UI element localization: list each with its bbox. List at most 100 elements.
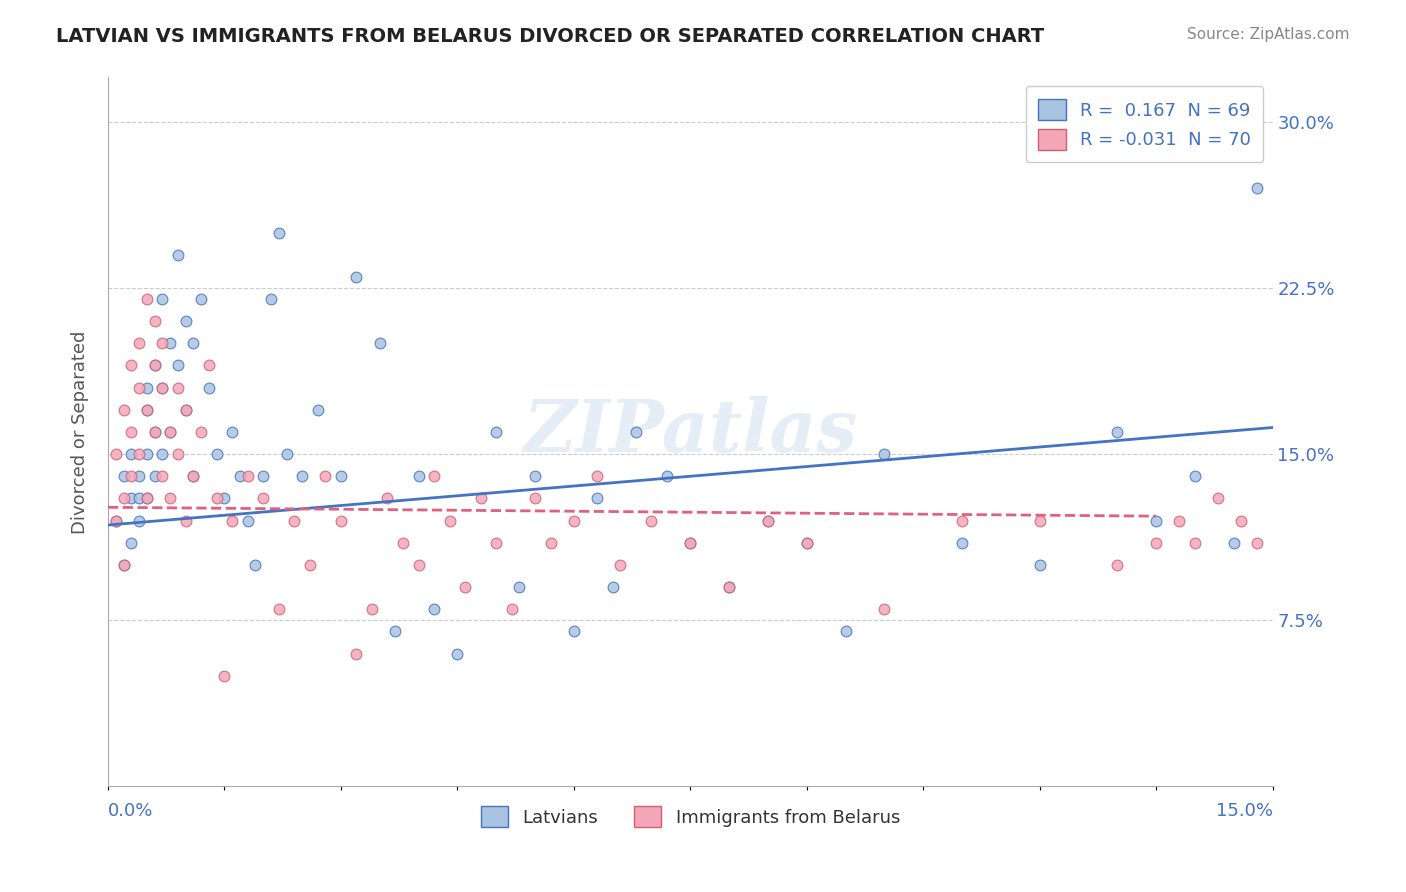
Point xyxy=(1246,181,1268,195)
Point xyxy=(143,359,166,373)
Point xyxy=(221,514,243,528)
Point xyxy=(236,469,259,483)
Point xyxy=(624,425,647,439)
Point xyxy=(128,469,150,483)
Point xyxy=(143,425,166,439)
Text: LATVIAN VS IMMIGRANTS FROM BELARUS DIVORCED OR SEPARATED CORRELATION CHART: LATVIAN VS IMMIGRANTS FROM BELARUS DIVOR… xyxy=(56,27,1045,45)
Point xyxy=(135,402,157,417)
Point xyxy=(1184,535,1206,549)
Point xyxy=(143,425,166,439)
Point xyxy=(1028,558,1050,572)
Point xyxy=(150,469,173,483)
Point xyxy=(120,447,142,461)
Point xyxy=(446,647,468,661)
Point xyxy=(609,558,631,572)
Point xyxy=(112,402,135,417)
Point xyxy=(159,336,181,351)
Point xyxy=(1168,514,1191,528)
Point xyxy=(174,514,197,528)
Point xyxy=(291,469,314,483)
Point xyxy=(120,491,142,506)
Point xyxy=(329,514,352,528)
Point xyxy=(143,314,166,328)
Point xyxy=(562,624,585,639)
Point xyxy=(1144,514,1167,528)
Point xyxy=(1144,535,1167,549)
Point xyxy=(174,402,197,417)
Point xyxy=(586,469,609,483)
Point xyxy=(159,425,181,439)
Point xyxy=(276,447,298,461)
Point xyxy=(159,425,181,439)
Point xyxy=(167,248,190,262)
Point xyxy=(586,491,609,506)
Point xyxy=(128,514,150,528)
Point xyxy=(470,491,492,506)
Point xyxy=(167,359,190,373)
Point xyxy=(602,580,624,594)
Point xyxy=(361,602,384,616)
Point xyxy=(1184,469,1206,483)
Point xyxy=(834,624,856,639)
Point xyxy=(120,359,142,373)
Point xyxy=(501,602,523,616)
Point xyxy=(1028,514,1050,528)
Point xyxy=(873,602,896,616)
Point xyxy=(655,469,678,483)
Point xyxy=(135,381,157,395)
Point xyxy=(756,514,779,528)
Point xyxy=(104,514,127,528)
Point xyxy=(384,624,406,639)
Point xyxy=(485,535,508,549)
Point xyxy=(1246,535,1268,549)
Point xyxy=(198,359,221,373)
Point xyxy=(1107,425,1129,439)
Point xyxy=(454,580,477,594)
Point xyxy=(540,535,562,549)
Point xyxy=(267,226,290,240)
Point xyxy=(167,447,190,461)
Point xyxy=(640,514,662,528)
Point xyxy=(104,514,127,528)
Point xyxy=(346,269,368,284)
Point xyxy=(221,425,243,439)
Point xyxy=(143,359,166,373)
Point xyxy=(214,669,236,683)
Point xyxy=(298,558,321,572)
Point xyxy=(128,381,150,395)
Point xyxy=(128,491,150,506)
Point xyxy=(183,469,205,483)
Point xyxy=(214,491,236,506)
Point xyxy=(392,535,415,549)
Point xyxy=(377,491,399,506)
Point xyxy=(283,514,305,528)
Point xyxy=(252,469,274,483)
Point xyxy=(198,381,221,395)
Point xyxy=(150,381,173,395)
Point xyxy=(174,314,197,328)
Point xyxy=(314,469,336,483)
Point xyxy=(524,491,547,506)
Point xyxy=(408,469,430,483)
Point xyxy=(120,425,142,439)
Point xyxy=(408,558,430,572)
Point xyxy=(112,469,135,483)
Point xyxy=(143,469,166,483)
Text: 15.0%: 15.0% xyxy=(1216,802,1272,821)
Point xyxy=(236,514,259,528)
Point xyxy=(1107,558,1129,572)
Point xyxy=(229,469,252,483)
Point xyxy=(135,491,157,506)
Point xyxy=(718,580,741,594)
Point xyxy=(135,292,157,306)
Text: Source: ZipAtlas.com: Source: ZipAtlas.com xyxy=(1187,27,1350,42)
Point xyxy=(205,447,228,461)
Point xyxy=(183,336,205,351)
Point xyxy=(183,469,205,483)
Point xyxy=(120,535,142,549)
Point xyxy=(150,381,173,395)
Point xyxy=(485,425,508,439)
Point xyxy=(120,469,142,483)
Point xyxy=(128,336,150,351)
Point xyxy=(167,381,190,395)
